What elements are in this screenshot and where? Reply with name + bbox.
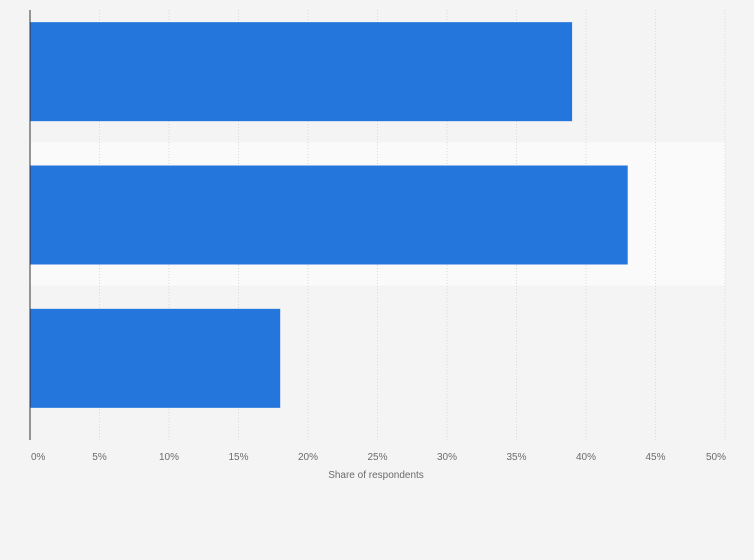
x-tick-label: 25% xyxy=(367,452,387,463)
x-tick-label: 0% xyxy=(31,452,46,463)
x-tick-label: 50% xyxy=(706,452,726,463)
bars xyxy=(30,22,628,408)
x-axis-title: Share of respondents xyxy=(328,470,424,481)
x-tick-label: 45% xyxy=(645,452,665,463)
x-tick-label: 5% xyxy=(92,452,107,463)
x-tick-labels: 0% 5% 10% 15% 20% 25% 30% 35% 40% 45% 50% xyxy=(31,452,726,463)
x-tick-label: 10% xyxy=(159,452,179,463)
x-tick-label: 15% xyxy=(228,452,248,463)
x-tick-label: 35% xyxy=(506,452,526,463)
bar xyxy=(30,165,628,265)
x-tick-label: 30% xyxy=(437,452,457,463)
bar xyxy=(30,308,281,408)
x-tick-label: 40% xyxy=(576,452,596,463)
x-tick-label: 20% xyxy=(298,452,318,463)
bar xyxy=(30,22,573,122)
